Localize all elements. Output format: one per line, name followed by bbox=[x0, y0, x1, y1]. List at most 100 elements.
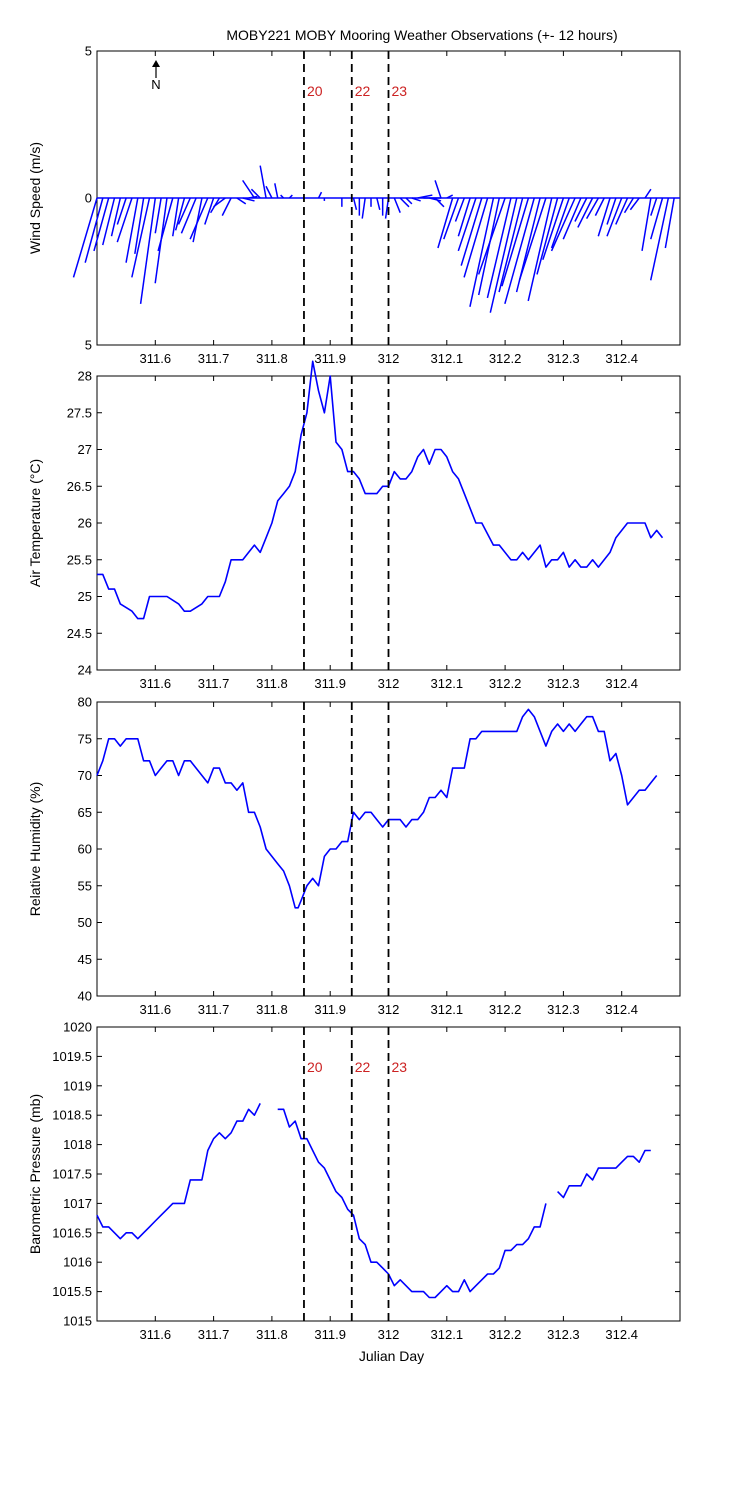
y-axis-label: Barometric Pressure (mb) bbox=[27, 1094, 43, 1254]
wind-vector bbox=[527, 197, 553, 302]
x-tick-label: 311.7 bbox=[198, 351, 230, 366]
wind-vector bbox=[352, 197, 358, 210]
wind-vector bbox=[405, 197, 413, 205]
wind-vector bbox=[116, 197, 127, 225]
x-tick-label: 312.4 bbox=[605, 1002, 638, 1017]
panel-3: 311.6 311.7 311.8 311.9 312 312.1 312.2 312.3 31… bbox=[27, 695, 681, 1017]
wind-vector bbox=[236, 197, 247, 205]
x-tick-label: 312.4 bbox=[605, 351, 638, 366]
wind-vector bbox=[443, 197, 460, 240]
y-tick-label: 1018.5 bbox=[52, 1108, 92, 1123]
wind-vector bbox=[650, 197, 664, 240]
x-tick-label: 312.3 bbox=[547, 1002, 580, 1017]
wind-vector bbox=[664, 197, 675, 249]
x-tick-label: 312.1 bbox=[431, 351, 464, 366]
wind-vector bbox=[460, 197, 483, 266]
panel-1: 311.6 311.7 311.8 311.9 312 312.1 312.2 312.3 31… bbox=[27, 44, 681, 366]
wind-vector bbox=[189, 197, 209, 240]
wind-vector bbox=[597, 197, 611, 237]
y-tick-label: 26.5 bbox=[67, 479, 92, 494]
wind-vector bbox=[242, 179, 256, 199]
wind-vector bbox=[280, 194, 285, 199]
wind-vector bbox=[72, 197, 98, 278]
x-tick-label: 311.7 bbox=[198, 676, 230, 691]
wind-vector bbox=[594, 197, 605, 216]
wind-vector bbox=[417, 194, 433, 199]
wind-vector bbox=[154, 197, 162, 234]
wind-vector bbox=[649, 197, 670, 281]
wind-vector bbox=[477, 197, 506, 275]
series-line bbox=[96, 708, 658, 909]
x-tick-label: 311.9 bbox=[314, 1002, 346, 1017]
wind-vector bbox=[157, 197, 174, 252]
y-tick-label: 1016.5 bbox=[52, 1225, 92, 1240]
wind-vector bbox=[376, 197, 381, 210]
wind-vector bbox=[180, 197, 197, 234]
x-tick-label: 311.9 bbox=[314, 351, 346, 366]
wind-vector bbox=[93, 197, 110, 252]
x-tick-label: 311.6 bbox=[140, 1327, 172, 1342]
wind-vector bbox=[171, 197, 180, 237]
series-line bbox=[557, 1149, 651, 1199]
x-tick-label: 311.6 bbox=[140, 1002, 172, 1017]
y-tick-label: 1019 bbox=[63, 1078, 92, 1093]
wind-vector bbox=[542, 197, 565, 260]
chart-panels: 311.6 311.7 311.8 311.9 312 312.1 312.2 312.3 31… bbox=[27, 44, 681, 1364]
x-tick-label: 311.8 bbox=[256, 351, 288, 366]
y-tick-label: 1020 bbox=[63, 1020, 92, 1035]
wind-vector bbox=[265, 185, 273, 199]
wind-vector bbox=[429, 197, 442, 202]
wind-vector bbox=[550, 197, 570, 249]
x-tick-label: 311.9 bbox=[314, 1327, 346, 1342]
wind-vector bbox=[399, 197, 410, 208]
wind-vector bbox=[110, 197, 122, 237]
wind-vector bbox=[84, 197, 104, 263]
y-tick-label: 24.5 bbox=[67, 626, 92, 641]
x-tick-label: 312.2 bbox=[489, 1002, 522, 1017]
wind-vector bbox=[650, 197, 658, 216]
y-tick-label: 26 bbox=[78, 516, 92, 531]
y-tick-label: 1017.5 bbox=[52, 1167, 92, 1182]
wind-vector bbox=[177, 197, 191, 225]
y-tick-label: 1018 bbox=[63, 1137, 92, 1152]
y-tick-label: 1017 bbox=[63, 1196, 92, 1211]
panel-4: 311.6 311.7 311.8 311.9 312 312.1 312.2 312.3 31… bbox=[27, 1020, 681, 1364]
x-tick-label: 311.7 bbox=[198, 1002, 230, 1017]
x-tick-label: 312.2 bbox=[489, 1327, 522, 1342]
x-tick-label: 312.4 bbox=[605, 1327, 638, 1342]
wind-vector bbox=[131, 197, 151, 278]
event-label: 23 bbox=[392, 83, 408, 99]
north-arrow-head bbox=[152, 60, 160, 67]
wind-vector bbox=[454, 197, 465, 222]
x-tick-label: 311.6 bbox=[140, 676, 172, 691]
x-tick-label: 312.1 bbox=[431, 1327, 464, 1342]
x-tick-label: 311.7 bbox=[198, 1327, 230, 1342]
y-tick-label: 1019.5 bbox=[52, 1049, 92, 1064]
wind-vector bbox=[518, 197, 547, 281]
y-tick-label: 25.5 bbox=[67, 552, 92, 567]
x-tick-label: 312.2 bbox=[489, 351, 522, 366]
wind-vector bbox=[577, 197, 594, 228]
wind-vector bbox=[434, 197, 445, 208]
y-tick-label: 5 bbox=[85, 338, 92, 353]
wind-vector bbox=[248, 195, 258, 199]
y-tick-label: 65 bbox=[78, 805, 92, 820]
x-tick-label: 311.8 bbox=[256, 676, 288, 691]
x-tick-label: 311.6 bbox=[140, 351, 172, 366]
y-axis-label: Relative Humidity (%) bbox=[27, 782, 43, 917]
y-tick-label: 5 bbox=[85, 44, 92, 59]
x-tick-label: 312.3 bbox=[547, 676, 580, 691]
x-axis-label: Julian Day bbox=[359, 1348, 424, 1364]
y-tick-label: 1015.5 bbox=[52, 1284, 92, 1299]
wind-vector bbox=[501, 197, 530, 287]
wind-vector bbox=[411, 197, 421, 202]
wind-vector bbox=[641, 197, 652, 252]
x-tick-label: 312 bbox=[378, 1327, 400, 1342]
y-tick-label: 1016 bbox=[63, 1255, 92, 1270]
wind-vector bbox=[489, 197, 518, 313]
wind-vector bbox=[562, 197, 582, 240]
x-tick-label: 312 bbox=[378, 351, 400, 366]
series-line bbox=[96, 1103, 261, 1240]
y-tick-label: 27.5 bbox=[67, 405, 92, 420]
